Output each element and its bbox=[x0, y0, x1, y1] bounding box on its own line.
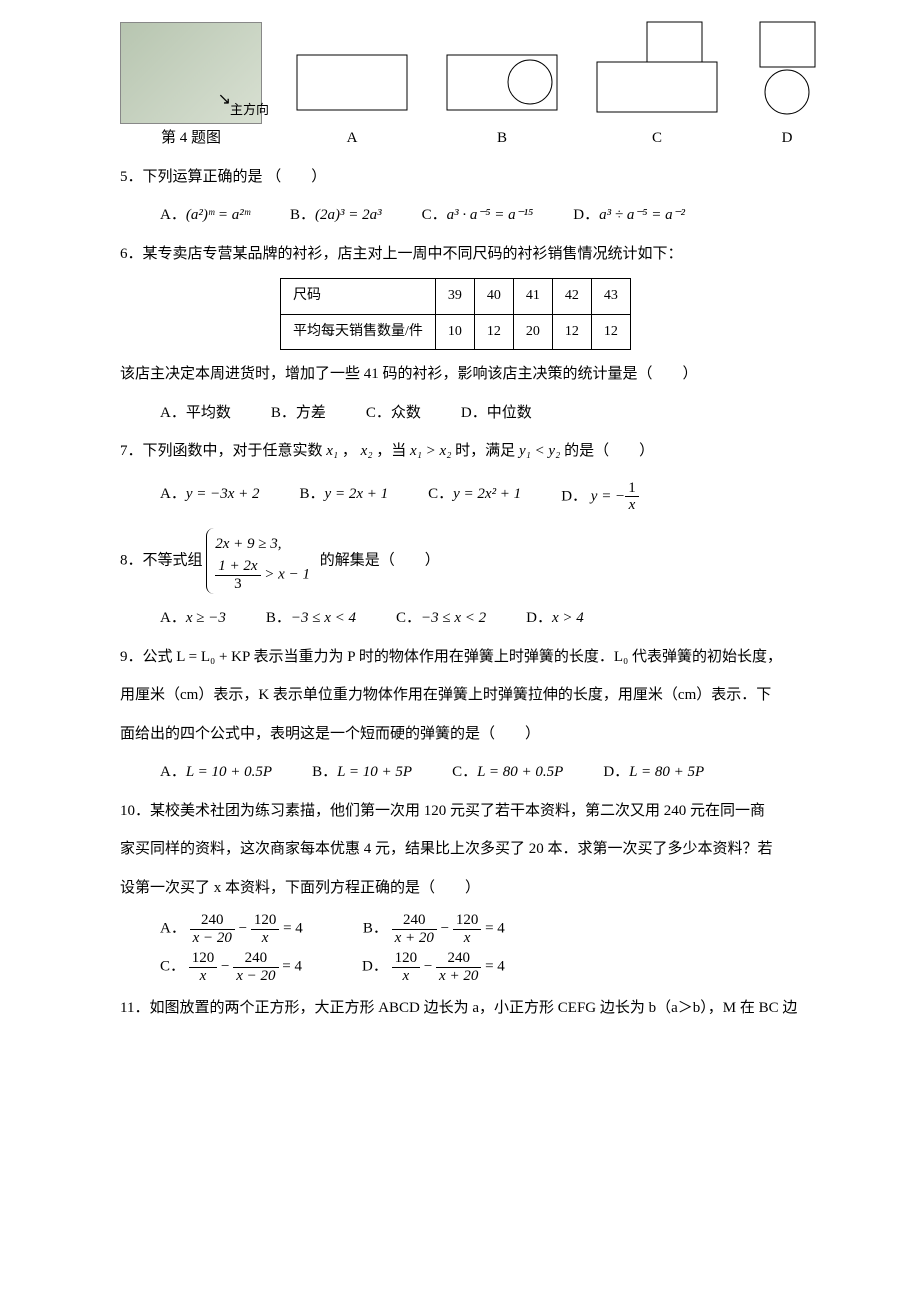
q4-opt-c: C bbox=[592, 20, 722, 153]
q4-opt-a: A bbox=[292, 20, 412, 153]
q7-options: A．y = −3x + 2 B．y = 2x + 1 C．y = 2x² + 1… bbox=[160, 480, 820, 514]
q8-options: A．x ≥ −3 B．−3 ≤ x < 4 C．−3 ≤ x < 2 D．x >… bbox=[160, 604, 820, 633]
q10-stem3: 设第一次买了 x 本资料，下面列方程正确的是（ ） bbox=[120, 874, 820, 903]
q10-d: D． 120x − 240x + 20 = 4 bbox=[362, 950, 505, 984]
q7-a: A．y = −3x + 2 bbox=[160, 480, 260, 514]
q9-b: B．L = 10 + 5P bbox=[312, 758, 412, 787]
q4-diagram-d bbox=[752, 20, 822, 120]
q9-options: A．L = 10 + 0.5P B．L = 10 + 5P C．L = 80 +… bbox=[160, 758, 820, 787]
q4-photo: ↘ bbox=[120, 22, 262, 124]
q10-stem2: 家买同样的资料，这次商家每本优惠 4 元，结果比上次多买了 20 本．求第一次买… bbox=[120, 835, 820, 864]
q10-c: C． 120x − 240x − 20 = 4 bbox=[160, 950, 302, 984]
q7-c: C．y = 2x² + 1 bbox=[428, 480, 521, 514]
q5-stem: 5．下列运算正确的是 （ ） bbox=[120, 163, 820, 192]
q6-stem: 6．某专卖店专营某品牌的衬衫，店主对上一周中不同尺码的衬衫销售情况统计如下： bbox=[120, 240, 820, 269]
q9-d: D．L = 80 + 5P bbox=[603, 758, 704, 787]
q10-b: B． 240x + 20 − 120x = 4 bbox=[363, 912, 505, 946]
q4-label-d: D bbox=[752, 124, 822, 153]
q9-stem1: 9．公式 L = L₀ + KP 表示当重力为 P 时的物体作用在弹簧上时弹簧的… bbox=[120, 643, 820, 672]
q6-table: 尺码 39 40 41 42 43 平均每天销售数量/件 10 12 20 12… bbox=[280, 278, 631, 350]
brace-icon: 2x + 9 ≥ 3, 1 + 2x3 > x − 1 bbox=[206, 528, 316, 595]
q4-figure-row: ↘ 第 4 题图 A B C bbox=[120, 20, 820, 153]
q5-options: A．(a²)ᵐ = a²ᵐ B．(2a)³ = 2a³ C．a³ · a⁻⁵ =… bbox=[160, 201, 820, 230]
q6-tail: 该店主决定本周进货时，增加了一些 41 码的衬衫，影响该店主决策的统计量是（ ） bbox=[120, 360, 820, 389]
q6-c: C．众数 bbox=[366, 399, 421, 428]
q9-stem2: 用厘米（cm）表示，K 表示单位重力物体作用在弹簧上时弹簧拉伸的长度，用厘米（c… bbox=[120, 681, 820, 710]
q10-stem1: 10．某校美术社团为练习素描，他们第一次用 120 元买了若干本资料，第二次又用… bbox=[120, 797, 820, 826]
q5-a: A．(a²)ᵐ = a²ᵐ bbox=[160, 201, 250, 230]
q4-label-a: A bbox=[292, 124, 412, 153]
q9-c: C．L = 80 + 0.5P bbox=[452, 758, 563, 787]
q5-c: C．a³ · a⁻⁵ = a⁻¹⁵ bbox=[422, 201, 534, 230]
q6-b: B．方差 bbox=[271, 399, 326, 428]
q9-stem3: 面给出的四个公式中，表明这是一个短而硬的弹簧的是（ ） bbox=[120, 720, 820, 749]
q5-d: D．a³ ÷ a⁻⁵ = a⁻² bbox=[573, 201, 685, 230]
q7-stem: 7．下列函数中，对于任意实数 x₁ ， x₂ ，当 x₁ > x₂ 时，满足 y… bbox=[120, 437, 820, 466]
q8-c: C．−3 ≤ x < 2 bbox=[396, 604, 486, 633]
q10-a: A． 240x − 20 − 120x = 4 bbox=[160, 912, 303, 946]
q4-diagram-c bbox=[592, 20, 722, 120]
q4-diagram-b bbox=[442, 20, 562, 120]
q4-caption: 第 4 题图 bbox=[120, 124, 262, 153]
q4-opt-b: B bbox=[442, 20, 562, 153]
q9-a: A．L = 10 + 0.5P bbox=[160, 758, 272, 787]
q7-d: D． y = −1x bbox=[561, 480, 639, 514]
q6-d: D．中位数 bbox=[461, 399, 532, 428]
q8-d: D．x > 4 bbox=[526, 604, 584, 633]
q7-b: B．y = 2x + 1 bbox=[300, 480, 389, 514]
q4-opt-d: D bbox=[752, 20, 822, 153]
q4-photo-col: ↘ 第 4 题图 bbox=[120, 22, 262, 153]
q8-stem: 8．不等式组 2x + 9 ≥ 3, 1 + 2x3 > x − 1 的解集是（… bbox=[120, 528, 820, 595]
q4-diagram-a bbox=[292, 20, 412, 120]
table-row: 尺码 39 40 41 42 43 bbox=[281, 279, 631, 315]
q6-options: A．平均数 B．方差 C．众数 D．中位数 bbox=[160, 399, 820, 428]
q5-b: B．(2a)³ = 2a³ bbox=[290, 201, 382, 230]
q4-label-b: B bbox=[442, 124, 562, 153]
q8-a: A．x ≥ −3 bbox=[160, 604, 226, 633]
q10-options: A． 240x − 20 − 120x = 4 B． 240x + 20 − 1… bbox=[160, 912, 820, 984]
arrow-icon: ↘ bbox=[218, 85, 231, 115]
table-row: 平均每天销售数量/件 10 12 20 12 12 bbox=[281, 314, 631, 350]
q4-label-c: C bbox=[592, 124, 722, 153]
q11-stem: 11．如图放置的两个正方形，大正方形 ABCD 边长为 a，小正方形 CEFG … bbox=[120, 994, 820, 1023]
q8-b: B．−3 ≤ x < 4 bbox=[266, 604, 356, 633]
q6-a: A．平均数 bbox=[160, 399, 231, 428]
